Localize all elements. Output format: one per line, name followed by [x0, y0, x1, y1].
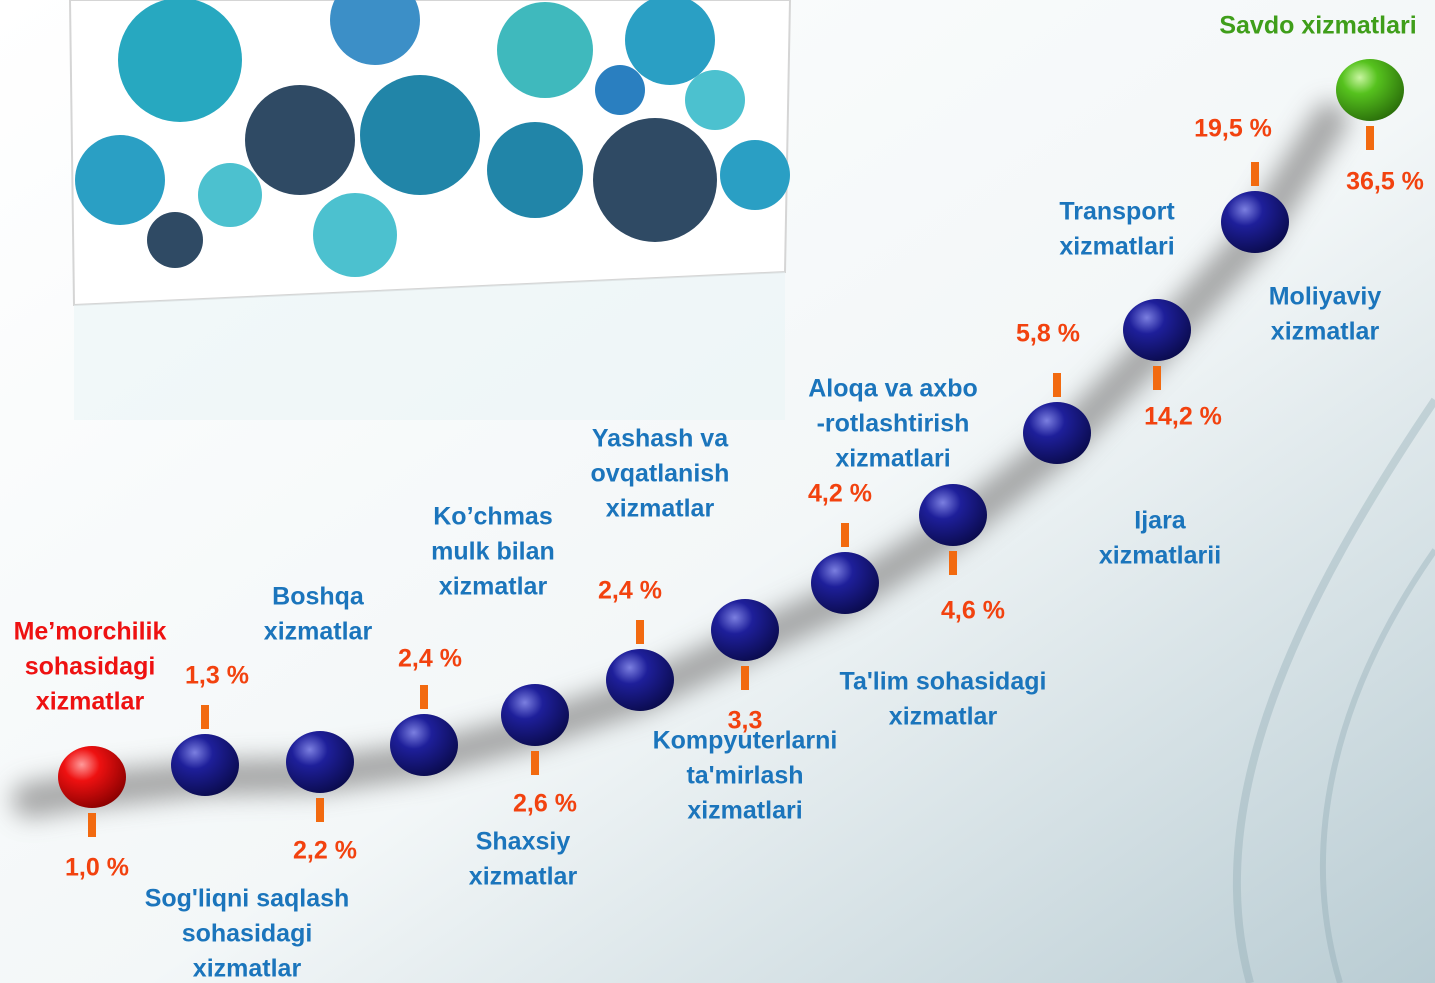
ball [1336, 59, 1404, 121]
item-label: xizmatlari [687, 797, 802, 825]
tick [531, 751, 539, 775]
ball [286, 731, 354, 793]
item-label: xizmatlari [1059, 233, 1174, 261]
item-label: Transport [1059, 198, 1175, 226]
value-label: 3,3 [728, 707, 763, 735]
tick [741, 666, 749, 690]
item-label: Kompyuterlarni [653, 727, 838, 755]
value-label: 2,2 % [293, 837, 357, 865]
value-label: 2,6 % [513, 790, 577, 818]
item-label: xizmatlar [469, 863, 578, 891]
item-label: xizmatlar [439, 573, 548, 601]
ball [1023, 402, 1091, 464]
ball [390, 714, 458, 776]
tick [316, 798, 324, 822]
tick [1053, 373, 1061, 397]
item-label: Aloqa va axbo [808, 375, 978, 403]
value-label: 5,8 % [1016, 320, 1080, 348]
tick [949, 551, 957, 575]
value-label: 19,5 % [1194, 115, 1272, 143]
item-label: Ijara [1134, 507, 1187, 535]
ball [1123, 299, 1191, 361]
item-label: xizmatlar [1271, 318, 1380, 346]
item-label: ovqatlanish [591, 460, 730, 488]
value-label: 1,3 % [185, 662, 249, 690]
value-label: 4,2 % [808, 480, 872, 508]
value-label: 1,0 % [65, 854, 129, 882]
tick [841, 523, 849, 547]
value-label: 36,5 % [1346, 168, 1424, 196]
ball [171, 734, 239, 796]
tick [636, 620, 644, 644]
decor-plant [1232, 397, 1435, 983]
ball [501, 684, 569, 746]
gears-picture [68, 0, 792, 420]
item-label: Sog'liqni saqlash [145, 885, 350, 913]
item-label: Ta'lim sohasidagi [840, 668, 1047, 696]
ball [711, 599, 779, 661]
item-label: xizmatlar [193, 955, 302, 983]
item-label: xizmatlar [606, 495, 715, 523]
item-label: xizmatlarii [1099, 542, 1221, 570]
item-label: sohasidagi [25, 653, 156, 681]
item-label: ta'mirlash [686, 762, 803, 790]
tick [420, 685, 428, 709]
tick [201, 705, 209, 729]
item-label: mulk bilan [431, 538, 555, 566]
tick [1153, 366, 1161, 390]
ball [1221, 191, 1289, 253]
item-label: xizmatlar [889, 703, 998, 731]
item-label: Savdo xizmatlari [1219, 12, 1416, 40]
item-label: Boshqa [272, 583, 365, 611]
item-label: sohasidagi [182, 920, 313, 948]
item-label: Shaxsiy [476, 828, 571, 856]
tick [1251, 162, 1259, 186]
item-label: Yashash va [592, 425, 729, 453]
value-label: 2,4 % [598, 577, 662, 605]
value-label: 2,4 % [398, 645, 462, 673]
item-label: Moliyaviy [1269, 283, 1382, 311]
ball [919, 484, 987, 546]
ball [58, 746, 126, 808]
ball [606, 649, 674, 711]
item-label: xizmatlar [264, 618, 373, 646]
item-label: xizmatlari [835, 445, 950, 473]
tick [1366, 126, 1374, 150]
item-label: xizmatlar [36, 688, 145, 716]
value-label: 14,2 % [1144, 403, 1222, 431]
item-label: Me’morchilik [14, 618, 167, 646]
tick [88, 813, 96, 837]
item-label: -rotlashtirish [817, 410, 970, 438]
value-label: 4,6 % [941, 597, 1005, 625]
ball [811, 552, 879, 614]
item-label: Ko’chmas [433, 503, 552, 531]
